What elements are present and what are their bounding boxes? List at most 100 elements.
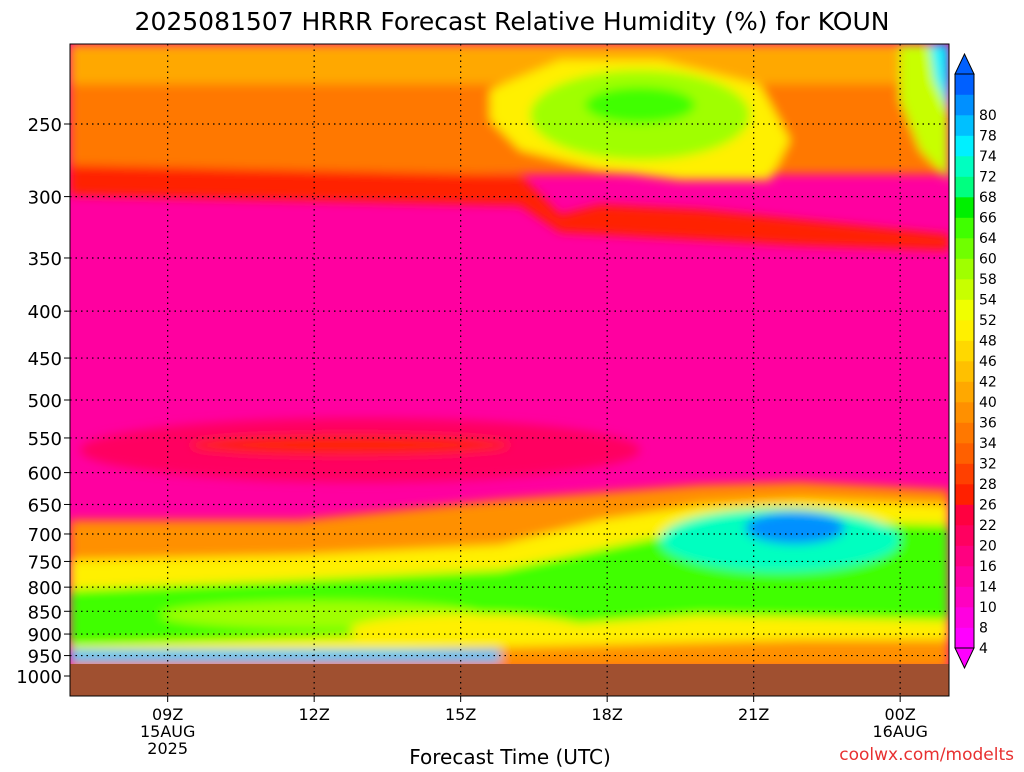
below-ground-region xyxy=(70,664,949,696)
colorbar-level-label: 74 xyxy=(979,149,997,165)
y-tick-label: 750 xyxy=(28,552,62,573)
colorbar-swatch xyxy=(955,217,974,239)
colorbar-level-label: 10 xyxy=(979,600,997,616)
y-tick-label: 850 xyxy=(28,602,62,623)
colorbar-level-label: 60 xyxy=(979,252,997,268)
colorbar-swatch xyxy=(955,484,974,505)
colorbar-level-label: 8 xyxy=(979,621,988,637)
x-tick-label: 12Z xyxy=(299,705,330,724)
colorbar-level-label: 54 xyxy=(979,293,997,309)
upper-moist-peak xyxy=(585,87,695,123)
x-tick-label-line: 12Z xyxy=(299,705,330,724)
colorbar-swatch xyxy=(955,443,974,464)
lowlevel-moist-peak xyxy=(745,512,845,544)
colorbar-swatch xyxy=(955,74,974,95)
y-tick-label: 900 xyxy=(28,625,62,646)
colorbar-level-label: 42 xyxy=(979,375,997,391)
colorbar-level-label: 52 xyxy=(979,313,997,329)
x-tick-label: 18Z xyxy=(592,705,623,724)
y-axis: 2503003504004505005506006507007508008509… xyxy=(16,115,70,688)
x-tick-label-line: 09Z xyxy=(152,705,183,724)
x-tick-label: 09Z 15AUG 2025 xyxy=(140,705,195,758)
y-tick-label: 550 xyxy=(28,429,62,450)
colorbar: 4810141620222628323436404246485254586064… xyxy=(954,52,997,670)
colorbar-swatch xyxy=(955,197,974,218)
x-tick-label-line: 00Z xyxy=(885,705,916,724)
colorbar-max-arrow xyxy=(954,52,975,75)
colorbar-swatch xyxy=(955,320,974,341)
colorbar-swatch xyxy=(955,627,974,649)
colorbar-level-label: 68 xyxy=(979,190,997,206)
colorbar-min-arrow xyxy=(954,647,975,670)
colorbar-level-label: 22 xyxy=(979,518,997,534)
colorbar-level-label: 46 xyxy=(979,354,997,370)
x-axis: 09Z 15AUG 2025 12Z 15Z 18Z 21Z 00Z 16AUG xyxy=(140,696,928,758)
colorbar-level-label: 34 xyxy=(979,436,997,452)
upper-right-moist-peak xyxy=(930,44,949,110)
colorbar-swatch xyxy=(955,422,974,444)
colorbar-level-label: 80 xyxy=(979,108,997,124)
colorbar-swatch xyxy=(955,504,974,526)
y-tick-label: 250 xyxy=(28,115,62,136)
colorbar-swatch xyxy=(955,402,974,423)
x-tick-label: 21Z xyxy=(738,705,769,724)
colorbar-swatch xyxy=(955,156,974,177)
colorbar-swatch xyxy=(955,463,974,485)
y-tick-label: 700 xyxy=(28,525,62,546)
colorbar-swatch xyxy=(955,176,974,198)
top-amber-band xyxy=(70,44,949,84)
colorbar-level-label: 78 xyxy=(979,129,997,145)
colorbar-swatch xyxy=(955,545,974,567)
colorbar-level-label: 20 xyxy=(979,539,997,555)
x-tick-label: 00Z 16AUG xyxy=(872,705,927,741)
plot-frame xyxy=(69,43,950,697)
y-tick-label: 350 xyxy=(28,249,62,270)
y-tick-label: 950 xyxy=(28,647,62,668)
midlevel-dry-core xyxy=(190,435,510,455)
colorbar-swatch xyxy=(955,258,974,280)
y-tick-label: 300 xyxy=(28,188,62,209)
colorbar-swatch xyxy=(955,279,974,300)
x-tick-label-line: 2025 xyxy=(147,739,188,758)
x-tick-label-line: 18Z xyxy=(592,705,623,724)
colorbar-swatch xyxy=(955,586,974,608)
y-tick-label: 400 xyxy=(28,302,62,323)
colorbar-level-label: 48 xyxy=(979,334,997,350)
x-tick-label-line: 15Z xyxy=(445,705,476,724)
plot-area xyxy=(70,44,949,696)
colorbar-swatch xyxy=(955,238,974,259)
colorbar-level-label: 40 xyxy=(979,395,997,411)
colorbar-level-label: 72 xyxy=(979,170,997,186)
colorbar-swatch xyxy=(955,115,974,136)
colorbar-level-label: 36 xyxy=(979,416,997,432)
near-surface-yellow xyxy=(350,614,590,646)
y-tick-label: 450 xyxy=(28,349,62,370)
colorbar-swatch xyxy=(955,381,974,403)
colorbar-level-label: 64 xyxy=(979,231,997,247)
x-tick-label: 15Z xyxy=(445,705,476,724)
upper-dry-red-band xyxy=(70,165,949,250)
colorbar-swatch xyxy=(955,607,974,628)
colorbar-level-label: 26 xyxy=(979,498,997,514)
x-axis-label: Forecast Time (UTC) xyxy=(409,745,611,768)
x-tick-label-line: 21Z xyxy=(738,705,769,724)
grid-lines xyxy=(70,44,949,696)
humidity-field xyxy=(70,44,949,670)
y-tick-label: 1000 xyxy=(16,667,62,688)
colorbar-swatch xyxy=(955,340,974,362)
chart-title: 2025081507 HRRR Forecast Relative Humidi… xyxy=(135,7,890,36)
colorbar-level-label: 66 xyxy=(979,211,997,227)
watermark: coolwx.com/modelts xyxy=(839,745,1014,765)
colorbar-swatch xyxy=(955,135,974,157)
x-tick-label-line: 15AUG xyxy=(140,722,195,741)
colorbar-level-label: 28 xyxy=(979,477,997,493)
colorbar-swatch xyxy=(955,525,974,546)
colorbar-level-label: 32 xyxy=(979,457,997,473)
y-tick-label: 800 xyxy=(28,578,62,599)
colorbar-swatch xyxy=(955,299,974,321)
colorbar-swatch xyxy=(955,361,974,382)
y-tick-label: 650 xyxy=(28,495,62,516)
colorbar-swatch xyxy=(955,566,974,587)
colorbar-level-label: 4 xyxy=(979,641,988,657)
